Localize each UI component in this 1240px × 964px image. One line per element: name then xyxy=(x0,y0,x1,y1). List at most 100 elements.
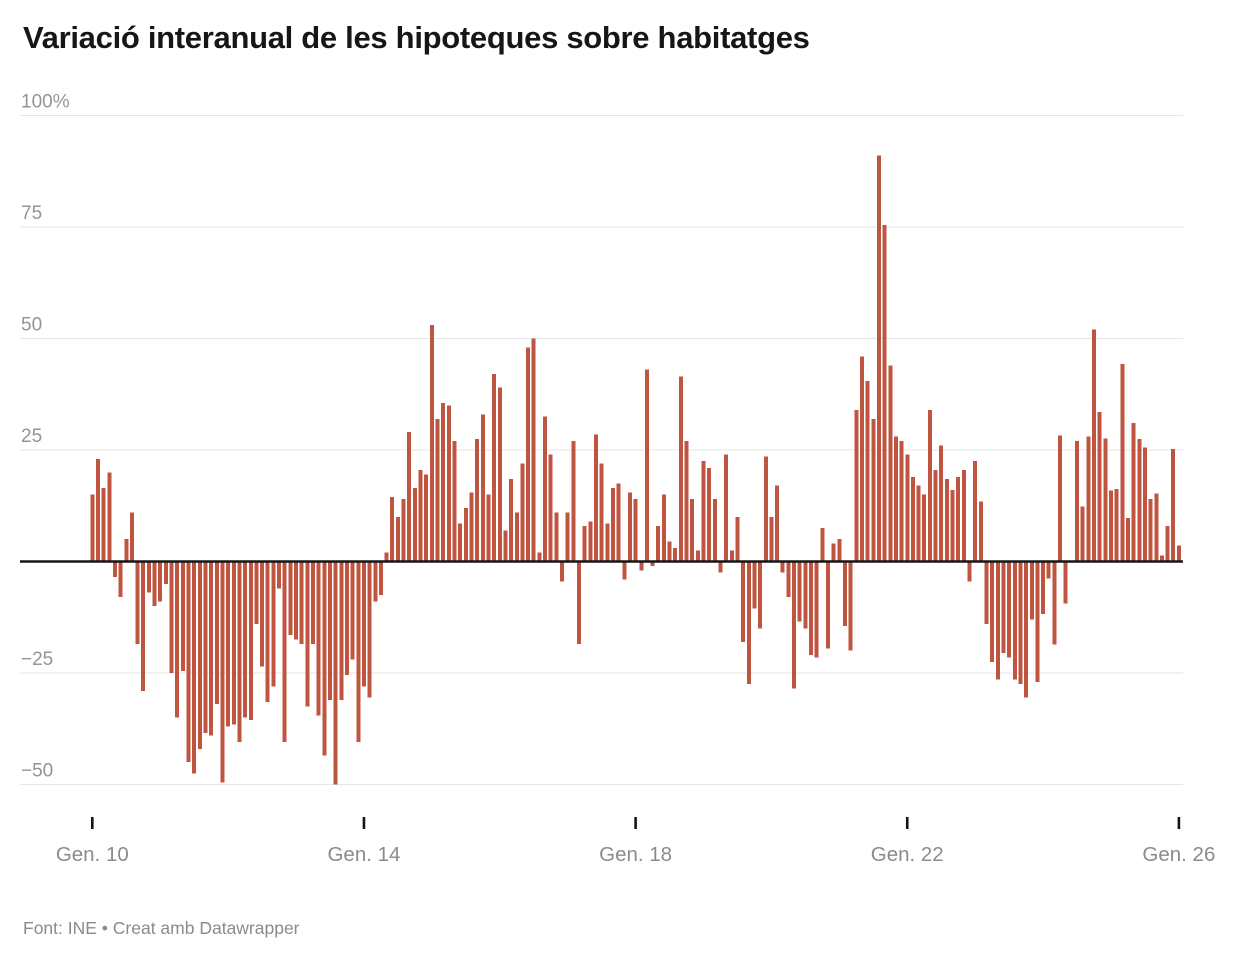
bar xyxy=(910,476,915,562)
bar xyxy=(531,338,536,562)
bar-chart: 100% 75 50 25 −25 −50 Gen. 10 Gen. 14 Gen. 18 Gen… xyxy=(20,92,1215,866)
bar xyxy=(192,561,197,774)
bar xyxy=(990,561,995,662)
bar xyxy=(718,561,723,573)
bar xyxy=(707,467,712,562)
bar xyxy=(294,561,299,640)
bar xyxy=(373,561,378,602)
bar xyxy=(1012,561,1017,680)
bar xyxy=(152,561,157,607)
bar xyxy=(509,478,514,562)
bar xyxy=(395,516,400,562)
bar xyxy=(752,561,757,609)
bar xyxy=(916,485,921,562)
bar xyxy=(775,485,780,562)
x-tick xyxy=(1177,817,1181,829)
bar xyxy=(712,499,717,562)
bar xyxy=(254,561,259,624)
bar xyxy=(656,525,661,562)
bar xyxy=(497,387,502,562)
bar xyxy=(520,463,525,562)
bar xyxy=(933,470,938,562)
bar xyxy=(695,550,700,562)
bar xyxy=(627,492,632,562)
bar xyxy=(1148,499,1153,562)
bar xyxy=(599,463,604,562)
bar xyxy=(537,552,542,562)
bar xyxy=(956,476,961,562)
bar xyxy=(220,561,225,783)
bar xyxy=(282,561,287,743)
bar xyxy=(758,561,763,629)
bar xyxy=(1001,561,1006,653)
bar xyxy=(571,441,576,562)
bar xyxy=(288,561,293,636)
x-tick xyxy=(362,817,366,829)
bar xyxy=(271,561,276,687)
bar xyxy=(690,499,695,562)
bar xyxy=(554,512,559,562)
bar xyxy=(265,561,270,702)
bar xyxy=(407,432,412,562)
bar xyxy=(361,561,366,687)
bar xyxy=(848,561,853,651)
bar xyxy=(248,561,253,720)
bar xyxy=(633,499,638,562)
bar xyxy=(905,454,910,562)
bar xyxy=(1114,489,1119,562)
bar xyxy=(124,539,129,562)
bar xyxy=(610,487,615,562)
bar xyxy=(1165,525,1170,562)
bar xyxy=(899,441,904,562)
bar xyxy=(548,454,553,562)
bar xyxy=(876,155,881,562)
bar xyxy=(175,561,180,718)
bar xyxy=(446,405,451,562)
bar xyxy=(429,325,434,562)
bar xyxy=(322,561,327,756)
bar xyxy=(441,403,446,562)
bar xyxy=(112,561,117,578)
bar xyxy=(186,561,191,763)
bar xyxy=(1097,412,1102,562)
bar xyxy=(577,561,582,645)
y-tick-label: 75 xyxy=(21,203,42,224)
bar xyxy=(418,470,423,562)
x-tick xyxy=(634,817,637,829)
bar xyxy=(1035,561,1040,682)
bar xyxy=(163,561,168,584)
bar xyxy=(316,561,321,716)
x-tick-label: Gen. 18 xyxy=(599,843,672,866)
bar xyxy=(826,561,831,649)
bar xyxy=(1018,561,1023,685)
bar xyxy=(797,561,802,622)
bar xyxy=(735,516,740,562)
bar xyxy=(565,512,570,562)
bar xyxy=(837,539,842,562)
bar xyxy=(197,561,202,749)
bar xyxy=(859,356,864,562)
bar xyxy=(888,365,893,562)
bar xyxy=(141,561,146,691)
bar xyxy=(1171,449,1176,562)
bar xyxy=(820,528,825,562)
bar xyxy=(1103,438,1108,562)
bar xyxy=(339,561,344,700)
bar xyxy=(792,561,797,689)
bar xyxy=(1176,545,1181,562)
bar xyxy=(1159,555,1164,562)
bar xyxy=(961,470,966,562)
bar xyxy=(673,548,678,562)
bar xyxy=(582,525,587,562)
bar xyxy=(984,561,989,624)
bar xyxy=(950,490,955,562)
bar xyxy=(327,561,332,700)
y-tick-label: 25 xyxy=(21,426,42,447)
bar xyxy=(305,561,310,707)
y-tick-label: 50 xyxy=(21,315,42,336)
x-tick-label: Gen. 14 xyxy=(327,843,400,866)
x-tick xyxy=(905,817,909,829)
bar xyxy=(1024,561,1029,698)
bar xyxy=(843,561,848,627)
